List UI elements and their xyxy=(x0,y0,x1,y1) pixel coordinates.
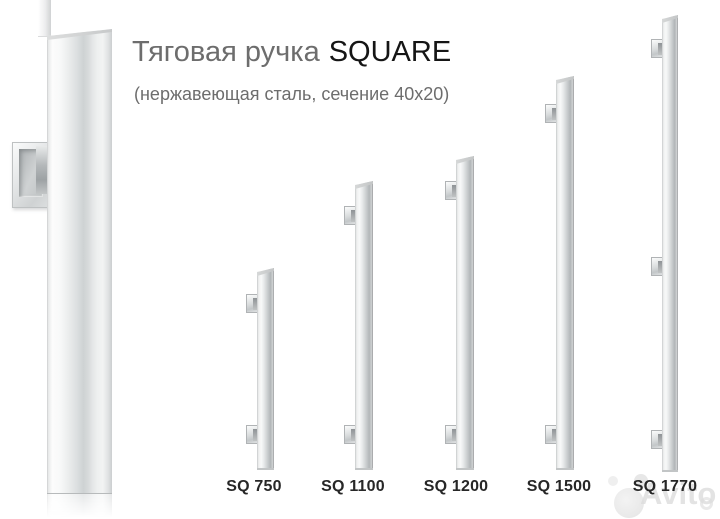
handle-size-label: SQ 750 xyxy=(226,478,282,495)
watermark-circle-icon xyxy=(608,476,618,486)
handle-bar-sq-1770 xyxy=(662,15,678,472)
watermark-circle-icon xyxy=(614,488,644,518)
handle-size-label: SQ 1500 xyxy=(526,478,592,495)
mounting-bracket xyxy=(344,425,357,444)
page-subtitle: (нержавеющая сталь, сечение 40x20) xyxy=(134,84,450,104)
hero-bar-reflection xyxy=(47,494,112,519)
mounting-bracket xyxy=(344,206,357,225)
hero-handle-bar xyxy=(47,29,112,494)
mounting-bracket xyxy=(545,425,558,444)
watermark-text: Avito xyxy=(640,476,717,511)
handle-bar-sq-750 xyxy=(257,268,274,470)
title-brand: SQUARE xyxy=(328,36,452,68)
watermark-ring-icon xyxy=(700,497,713,510)
handle-size-label: SQ 1200 xyxy=(423,478,489,495)
avito-watermark: Avito xyxy=(606,466,720,518)
handle-size-label: SQ 1100 xyxy=(321,478,385,495)
title-prefix: Тяговая ручка xyxy=(132,36,320,68)
watermark-circle-icon xyxy=(634,474,648,488)
handle-bar-sq-1100 xyxy=(355,181,373,470)
hero-top-rail xyxy=(38,0,51,37)
handle-size-label: SQ 1770 xyxy=(632,478,698,495)
handle-bar-sq-1500 xyxy=(556,76,574,470)
handle-bar-sq-1200 xyxy=(456,156,474,470)
page-title: Тяговая ручка SQUARE xyxy=(132,36,451,69)
